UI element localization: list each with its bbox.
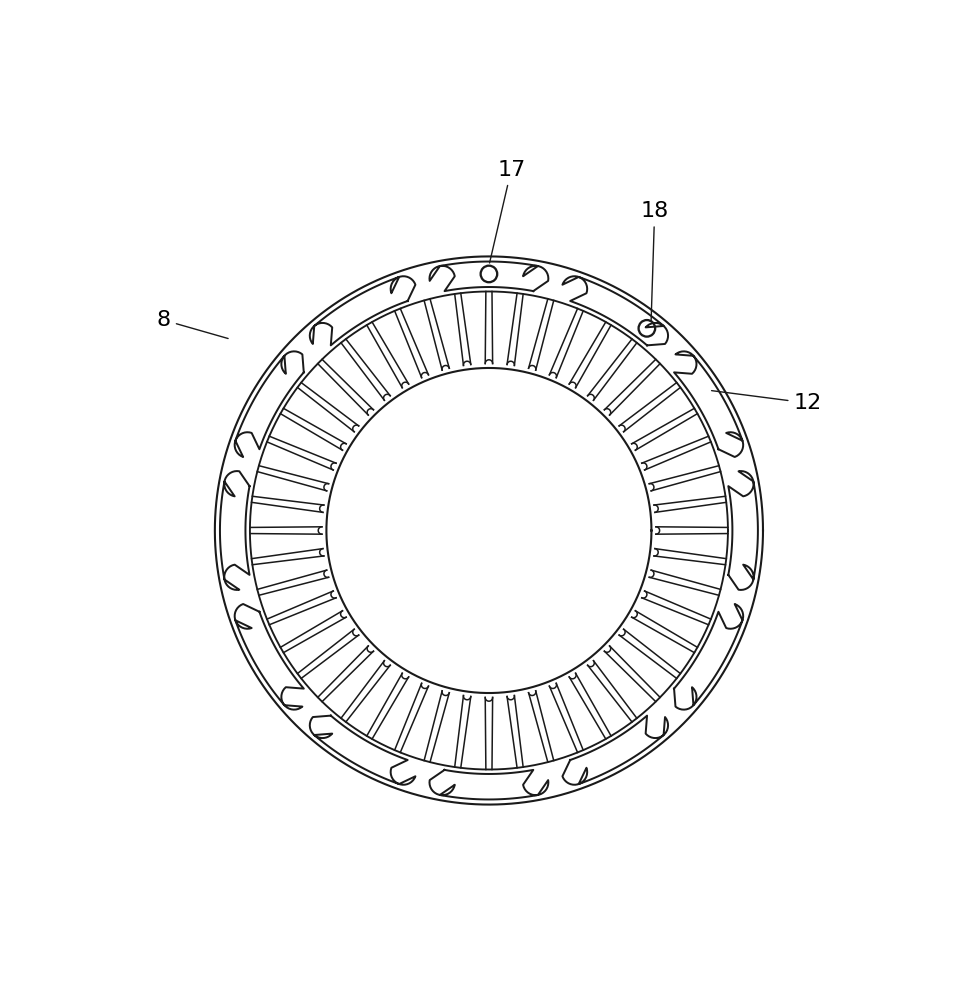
Text: 12: 12 xyxy=(711,391,821,413)
Text: 18: 18 xyxy=(639,201,668,321)
Text: 17: 17 xyxy=(489,160,525,263)
Text: 8: 8 xyxy=(156,310,228,339)
